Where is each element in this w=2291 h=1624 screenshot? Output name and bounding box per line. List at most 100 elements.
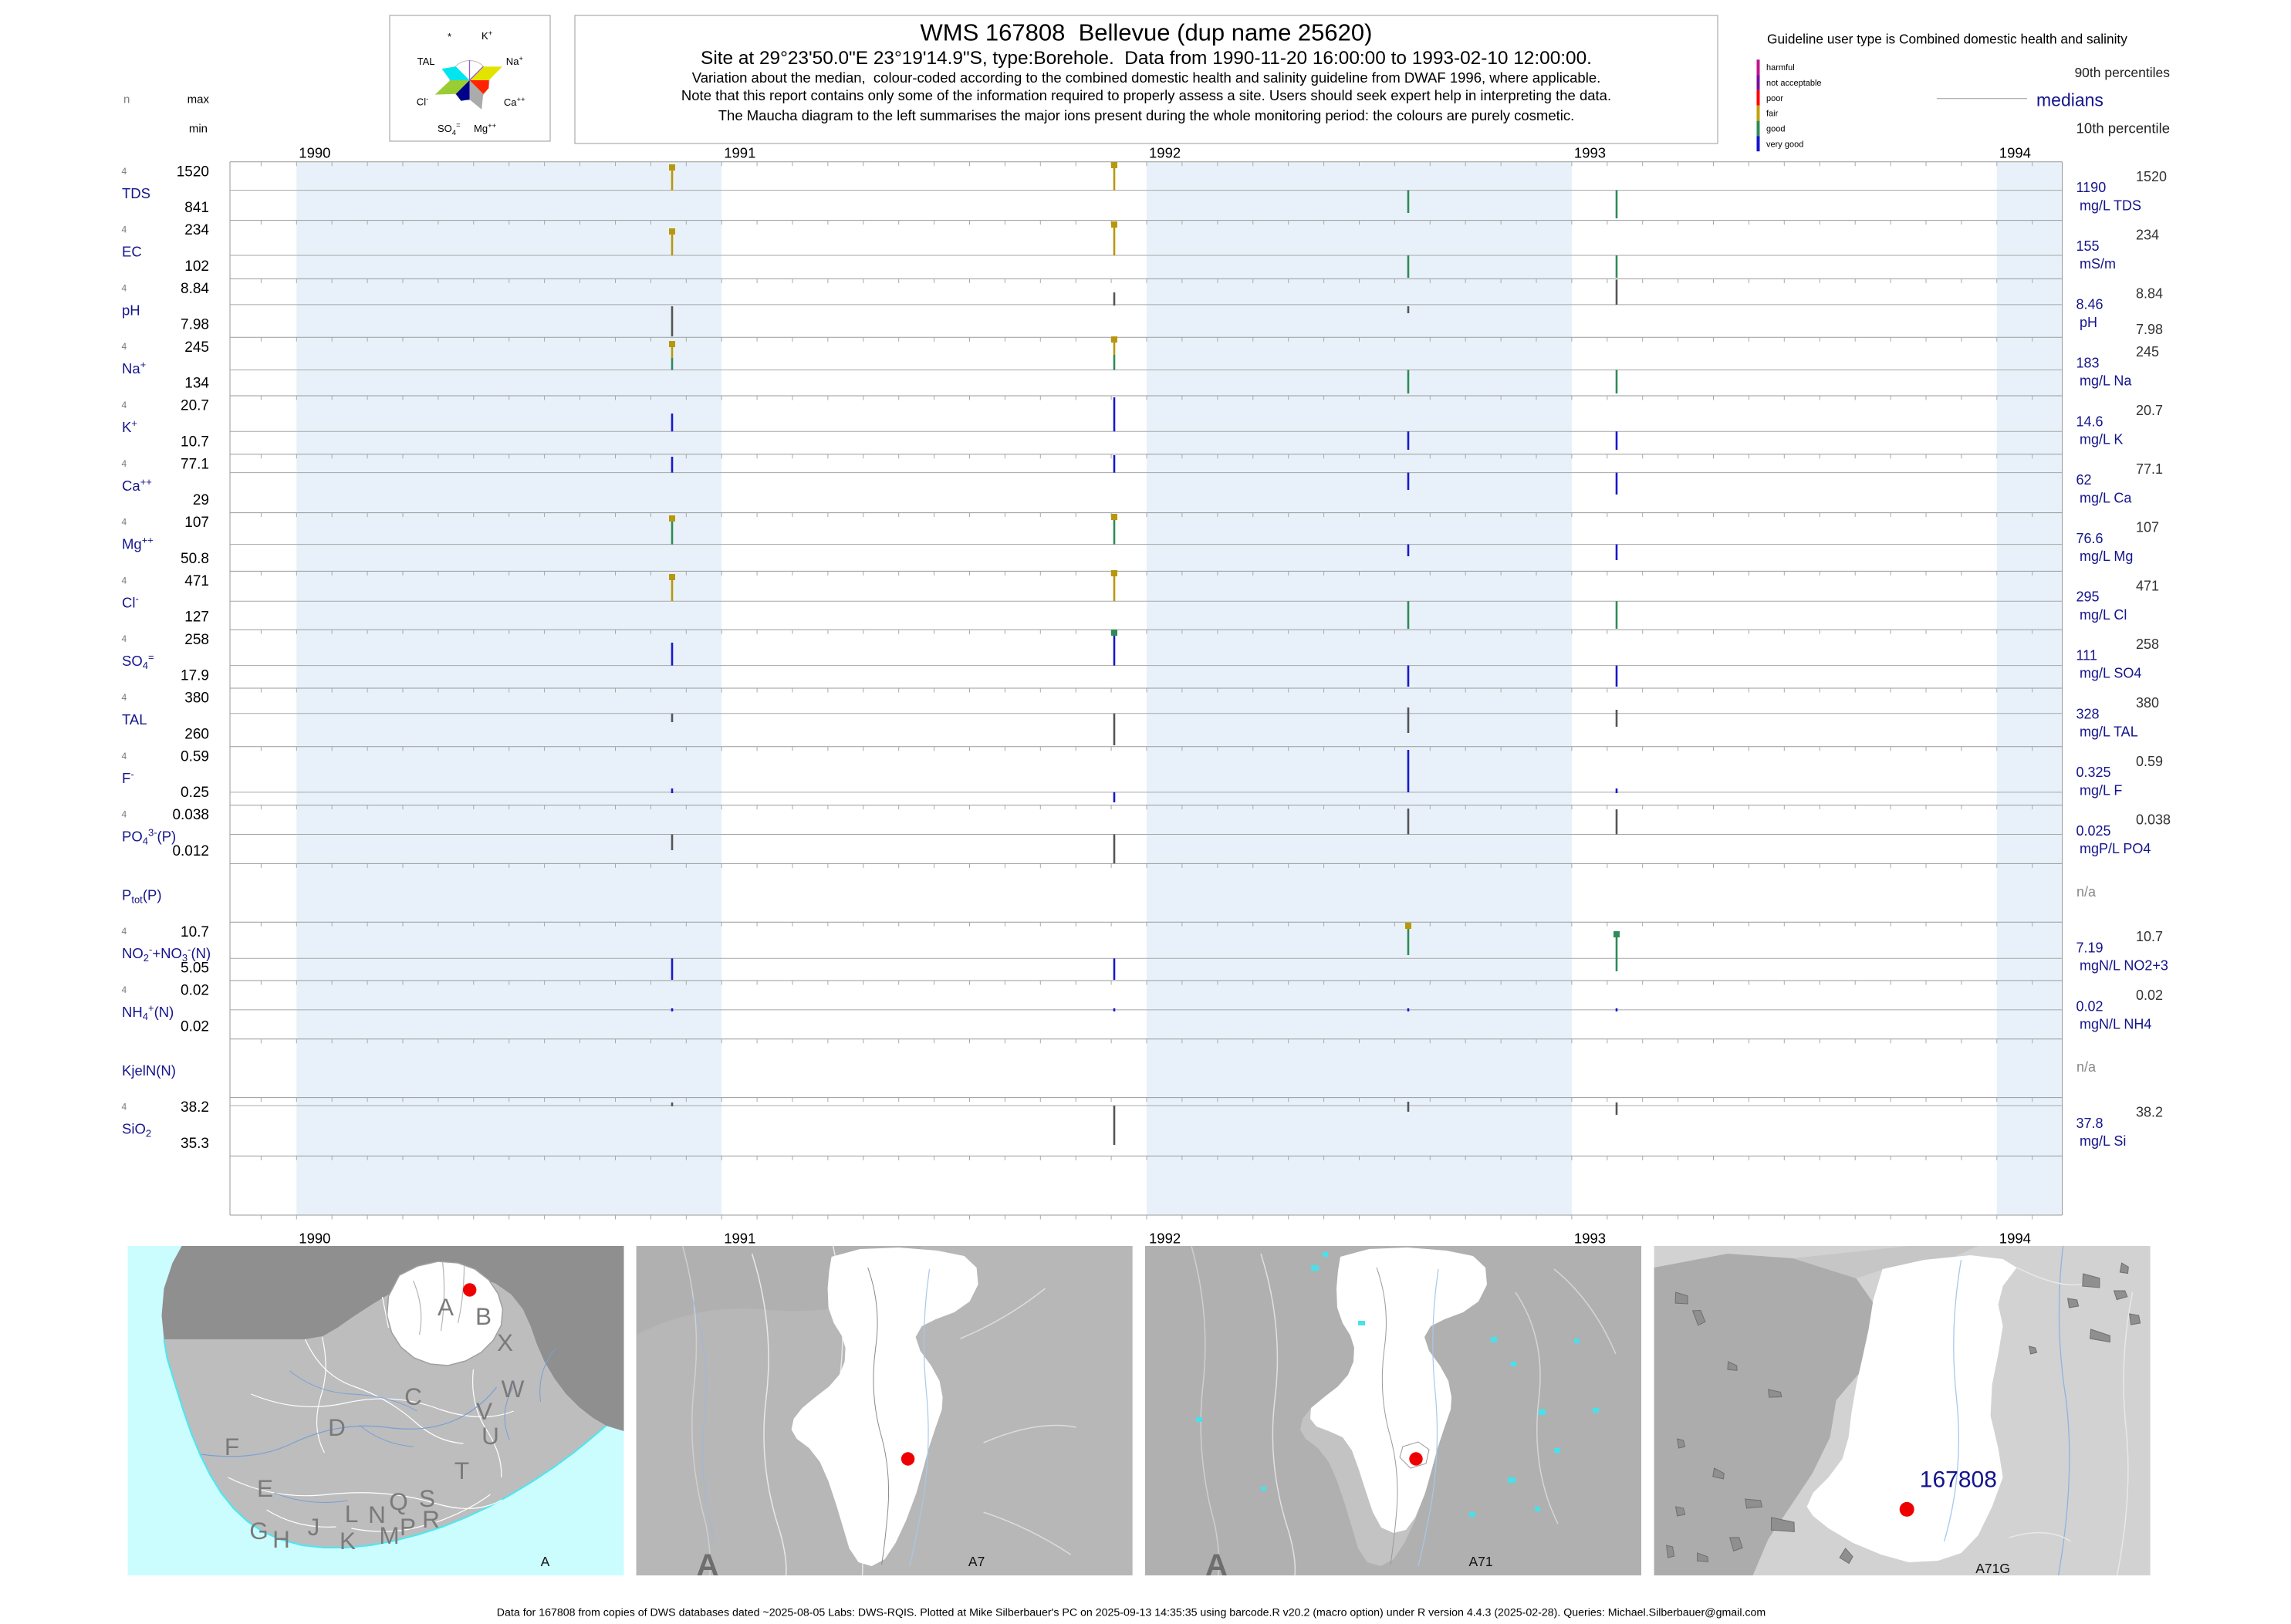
svg-text:mg/L Ca: mg/L Ca — [2080, 490, 2132, 505]
svg-text:258: 258 — [2136, 636, 2159, 652]
svg-text:4: 4 — [122, 692, 127, 703]
svg-text:harmful: harmful — [1766, 63, 1795, 73]
svg-text:W: W — [502, 1375, 525, 1403]
svg-text:n/a: n/a — [2076, 884, 2097, 900]
svg-text:111: 111 — [2076, 648, 2097, 663]
svg-text:K: K — [340, 1527, 356, 1555]
svg-text:NH4+(N): NH4+(N) — [122, 1002, 174, 1022]
svg-text:J: J — [308, 1513, 320, 1541]
svg-text:4: 4 — [122, 1102, 127, 1112]
svg-text:Site at 29°23'50.0"E 23°19'14.: Site at 29°23'50.0"E 23°19'14.9"S, type:… — [701, 48, 1592, 69]
svg-text:Data for 167808 from copies of: Data for 167808 from copies of DWS datab… — [497, 1607, 1766, 1619]
svg-text:pH: pH — [122, 302, 140, 318]
svg-text:62: 62 — [2076, 472, 2092, 488]
svg-text:P: P — [400, 1513, 416, 1541]
svg-text:4: 4 — [122, 458, 127, 469]
svg-text:0.02: 0.02 — [2076, 998, 2103, 1014]
svg-text:Q: Q — [389, 1487, 408, 1515]
svg-text:76.6: 76.6 — [2076, 531, 2103, 546]
svg-text:0.012: 0.012 — [172, 843, 209, 859]
svg-text:K+: K+ — [122, 417, 137, 435]
svg-text:380: 380 — [2136, 695, 2159, 711]
svg-text:mg/L TAL: mg/L TAL — [2080, 724, 2138, 740]
svg-text:7.98: 7.98 — [181, 317, 209, 333]
svg-text:medians: medians — [2036, 90, 2103, 110]
svg-text:good: good — [1766, 125, 1785, 134]
svg-text:1992: 1992 — [1149, 1230, 1181, 1246]
svg-text:1992: 1992 — [1149, 145, 1181, 161]
svg-text:D: D — [328, 1413, 346, 1441]
svg-text:10.7: 10.7 — [181, 434, 209, 450]
svg-text:1994: 1994 — [1999, 145, 2031, 161]
svg-text:4: 4 — [122, 341, 127, 352]
svg-text:4: 4 — [122, 751, 127, 761]
svg-text:35.3: 35.3 — [181, 1136, 209, 1152]
svg-text:mgN/L NO2+3: mgN/L NO2+3 — [2080, 958, 2168, 974]
svg-text:295: 295 — [2076, 589, 2100, 605]
svg-text:G: G — [249, 1517, 269, 1545]
svg-text:Ptot(P): Ptot(P) — [122, 886, 161, 905]
svg-text:1991: 1991 — [724, 145, 755, 161]
svg-text:155: 155 — [2076, 238, 2100, 254]
svg-text:841: 841 — [184, 200, 209, 216]
svg-text:pH: pH — [2080, 315, 2097, 330]
svg-text:0.325: 0.325 — [2076, 765, 2111, 780]
svg-text:The Maucha diagram to the left: The Maucha diagram to the left summarise… — [718, 107, 1575, 123]
svg-text:TAL: TAL — [417, 56, 435, 67]
svg-text:77.1: 77.1 — [2136, 461, 2163, 477]
svg-text:mg/L TDS: mg/L TDS — [2080, 198, 2141, 213]
svg-text:4: 4 — [122, 633, 127, 644]
svg-text:TDS: TDS — [122, 185, 150, 201]
svg-text:102: 102 — [184, 258, 209, 275]
svg-text:0.038: 0.038 — [2136, 812, 2171, 828]
svg-text:mg/L F: mg/L F — [2080, 782, 2122, 798]
svg-text:38.2: 38.2 — [181, 1099, 209, 1116]
svg-text:n: n — [123, 93, 130, 106]
svg-text:A71: A71 — [1468, 1554, 1492, 1569]
svg-text:4: 4 — [122, 225, 127, 235]
svg-text:A7: A7 — [968, 1554, 985, 1569]
svg-text:0.025: 0.025 — [2076, 823, 2111, 839]
svg-text:U: U — [482, 1422, 499, 1450]
svg-text:134: 134 — [184, 376, 209, 392]
svg-text:X: X — [497, 1329, 513, 1356]
svg-text:20.7: 20.7 — [2136, 403, 2163, 418]
svg-text:V: V — [476, 1397, 492, 1425]
svg-text:mgN/L NH4: mgN/L NH4 — [2080, 1017, 2151, 1032]
svg-text:7.19: 7.19 — [2076, 940, 2103, 956]
svg-text:mg/L K: mg/L K — [2080, 432, 2123, 447]
svg-text:Note that this report contains: Note that this report contains only some… — [681, 87, 1611, 103]
svg-text:1520: 1520 — [2136, 169, 2167, 184]
svg-text:1990: 1990 — [299, 1230, 330, 1246]
svg-text:0.02: 0.02 — [181, 983, 209, 999]
svg-text:mg/L Mg: mg/L Mg — [2080, 549, 2133, 564]
svg-text:1520: 1520 — [177, 164, 209, 180]
svg-text:90th percentiles: 90th percentiles — [2074, 65, 2170, 80]
svg-text:mg/L Na: mg/L Na — [2080, 373, 2132, 389]
svg-text:4: 4 — [122, 809, 127, 820]
svg-text:poor: poor — [1766, 94, 1783, 103]
svg-text:not acceptable: not acceptable — [1766, 79, 1822, 88]
svg-text:*: * — [448, 31, 451, 42]
svg-text:A: A — [541, 1554, 550, 1569]
svg-text:A: A — [697, 1548, 719, 1582]
svg-text:mS/m: mS/m — [2080, 256, 2116, 272]
svg-text:0.038: 0.038 — [172, 807, 209, 823]
svg-text:328: 328 — [2076, 706, 2100, 721]
svg-text:n/a: n/a — [2076, 1059, 2097, 1075]
svg-text:4: 4 — [122, 517, 127, 528]
svg-text:TAL: TAL — [122, 711, 147, 728]
svg-text:4: 4 — [122, 926, 127, 937]
svg-text:471: 471 — [2136, 578, 2159, 593]
svg-text:B: B — [475, 1302, 492, 1330]
svg-text:234: 234 — [184, 222, 209, 238]
svg-text:17.9: 17.9 — [181, 668, 209, 684]
svg-text:38.2: 38.2 — [2136, 1105, 2163, 1120]
svg-text:1994: 1994 — [1999, 1230, 2031, 1246]
svg-text:260: 260 — [184, 726, 209, 742]
svg-text:F: F — [225, 1433, 239, 1460]
svg-text:mg/L Cl: mg/L Cl — [2080, 607, 2127, 623]
svg-text:M: M — [379, 1521, 399, 1549]
svg-text:Guideline user type is Combine: Guideline user type is Combined domestic… — [1767, 32, 2127, 47]
svg-text:8.84: 8.84 — [181, 281, 209, 297]
